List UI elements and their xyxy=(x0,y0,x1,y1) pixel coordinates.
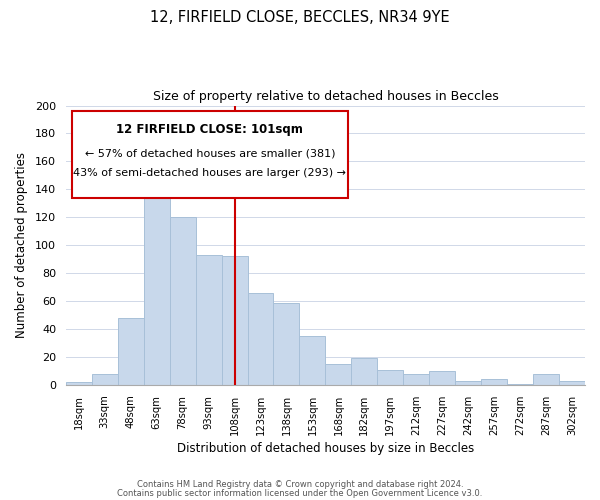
Bar xyxy=(429,371,455,385)
Y-axis label: Number of detached properties: Number of detached properties xyxy=(15,152,28,338)
Bar xyxy=(325,364,352,385)
Text: Contains public sector information licensed under the Open Government Licence v3: Contains public sector information licen… xyxy=(118,489,482,498)
Bar xyxy=(507,384,533,385)
Text: Contains HM Land Registry data © Crown copyright and database right 2024.: Contains HM Land Registry data © Crown c… xyxy=(137,480,463,489)
Text: 12 FIRFIELD CLOSE: 101sqm: 12 FIRFIELD CLOSE: 101sqm xyxy=(116,123,303,136)
Bar xyxy=(533,374,559,385)
Bar xyxy=(352,358,377,385)
Bar xyxy=(455,381,481,385)
Bar xyxy=(143,152,170,385)
Bar xyxy=(274,302,299,385)
Bar xyxy=(377,370,403,385)
Bar xyxy=(66,382,92,385)
Text: 43% of semi-detached houses are larger (293) →: 43% of semi-detached houses are larger (… xyxy=(73,168,346,178)
X-axis label: Distribution of detached houses by size in Beccles: Distribution of detached houses by size … xyxy=(177,442,474,455)
Bar xyxy=(118,318,143,385)
Text: ← 57% of detached houses are smaller (381): ← 57% of detached houses are smaller (38… xyxy=(85,148,335,158)
Bar xyxy=(299,336,325,385)
Bar xyxy=(559,381,585,385)
Bar xyxy=(196,255,221,385)
Title: Size of property relative to detached houses in Beccles: Size of property relative to detached ho… xyxy=(152,90,498,103)
Bar xyxy=(248,293,274,385)
Bar xyxy=(92,374,118,385)
Text: 12, FIRFIELD CLOSE, BECCLES, NR34 9YE: 12, FIRFIELD CLOSE, BECCLES, NR34 9YE xyxy=(150,10,450,25)
Bar xyxy=(170,218,196,385)
Bar xyxy=(403,374,429,385)
Bar xyxy=(221,256,248,385)
Bar xyxy=(481,380,507,385)
